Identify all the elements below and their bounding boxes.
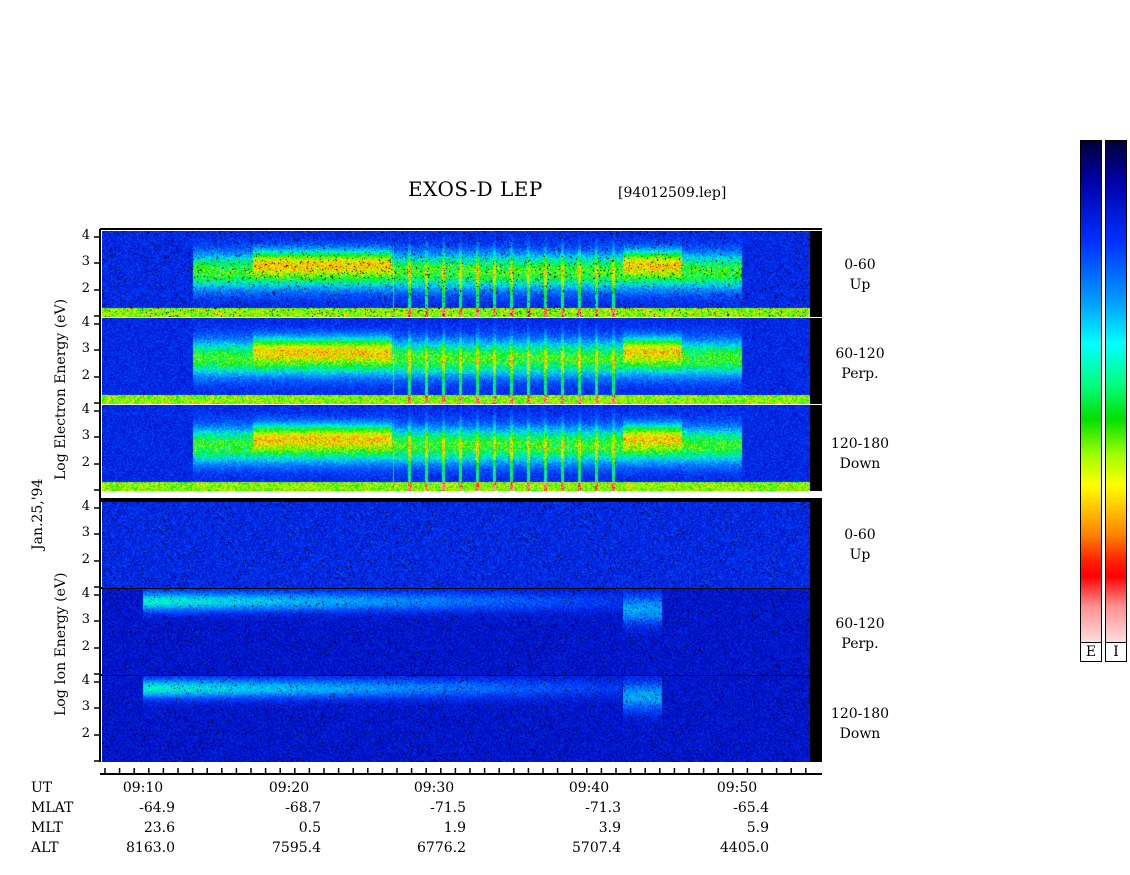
mlt-value: 5.9 bbox=[746, 820, 769, 836]
y-tick-label: 2 bbox=[81, 552, 90, 567]
pitch-angle-direction: Perp. bbox=[841, 636, 879, 652]
file-name: [94012509.lep] bbox=[618, 185, 727, 201]
y-tick-label: 4 bbox=[81, 673, 90, 688]
spectrogram-electron-perp bbox=[102, 318, 810, 404]
ut-tick-label: 09:40 bbox=[568, 780, 610, 796]
angle-label-ion-up: 0-60 Up bbox=[820, 525, 900, 565]
panel-edge-ion-perp bbox=[810, 589, 822, 675]
mlat-value: -71.5 bbox=[430, 800, 466, 816]
colorbar-ion-label: I bbox=[1105, 642, 1127, 662]
pitch-angle-range: 0-60 bbox=[844, 257, 876, 273]
pitch-angle-direction: Down bbox=[839, 726, 881, 742]
y-tick-label: 3 bbox=[81, 699, 90, 714]
y-tick-label: 4 bbox=[81, 402, 90, 417]
y-tick-label: 3 bbox=[81, 254, 90, 269]
y-tick-label: 2 bbox=[81, 281, 90, 296]
row-label-mlt: MLT bbox=[31, 820, 63, 836]
alt-value: 5707.4 bbox=[572, 840, 621, 856]
y-tick-label: 2 bbox=[81, 726, 90, 741]
pitch-angle-range: 120-180 bbox=[830, 436, 890, 452]
axis-lines bbox=[94, 228, 822, 775]
panel-edge-ion-up bbox=[810, 502, 822, 588]
alt-value: 7595.4 bbox=[272, 840, 321, 856]
pitch-angle-range: 60-120 bbox=[835, 616, 885, 632]
pitch-angle-direction: Up bbox=[849, 277, 871, 293]
colorbar-electron-label: E bbox=[1080, 642, 1102, 662]
ut-tick-label: 09:10 bbox=[122, 780, 164, 796]
pitch-angle-range: 120-180 bbox=[830, 706, 890, 722]
ut-tick-label: 09:50 bbox=[716, 780, 758, 796]
panel-edge-electron-up bbox=[810, 231, 822, 317]
y-tick-label: 3 bbox=[81, 341, 90, 356]
panel-edge-electron-perp bbox=[810, 318, 822, 404]
y-tick-label: 3 bbox=[81, 525, 90, 540]
pitch-angle-direction: Up bbox=[849, 547, 871, 563]
pitch-angle-direction: Down bbox=[839, 456, 881, 472]
row-label-alt: ALT bbox=[31, 840, 59, 856]
alt-value: 4405.0 bbox=[720, 840, 769, 856]
mlat-value: -71.3 bbox=[585, 800, 621, 816]
ut-tick-label: 09:30 bbox=[413, 780, 455, 796]
angle-label-electron-perp: 60-120 Perp. bbox=[820, 344, 900, 384]
spectrogram-ion-down bbox=[102, 676, 810, 762]
colorbar-electron bbox=[1080, 140, 1102, 648]
pitch-angle-range: 60-120 bbox=[835, 346, 885, 362]
y-tick-label: 4 bbox=[81, 499, 90, 514]
angle-label-electron-down: 120-180 Down bbox=[820, 434, 900, 474]
y-tick-label: 3 bbox=[81, 428, 90, 443]
panel-edge-electron-down bbox=[810, 405, 822, 491]
mlt-value: 3.9 bbox=[598, 820, 621, 836]
y-tick-label: 3 bbox=[81, 612, 90, 627]
y-tick-label: 2 bbox=[81, 455, 90, 470]
angle-label-electron-up: 0-60 Up bbox=[820, 255, 900, 295]
alt-value: 8163.0 bbox=[126, 840, 175, 856]
row-label-ut: UT bbox=[31, 780, 53, 796]
mlt-value: 23.6 bbox=[143, 820, 175, 836]
mlt-value: 0.5 bbox=[298, 820, 321, 836]
mlat-value: -64.9 bbox=[139, 800, 175, 816]
spectrogram-electron-up bbox=[102, 231, 810, 317]
y-tick-label: 4 bbox=[81, 228, 90, 243]
colorbar-ion bbox=[1105, 140, 1127, 648]
pitch-angle-range: 0-60 bbox=[844, 527, 876, 543]
spectrogram-electron-down bbox=[102, 405, 810, 491]
mlat-value: -65.4 bbox=[733, 800, 769, 816]
y-tick-label: 4 bbox=[81, 586, 90, 601]
ut-tick-label: 09:20 bbox=[268, 780, 310, 796]
spectrogram-ion-up bbox=[102, 502, 810, 588]
y-tick-label: 2 bbox=[81, 368, 90, 383]
row-label-mlat: MLAT bbox=[31, 800, 74, 816]
angle-label-ion-down: 120-180 Down bbox=[820, 704, 900, 744]
angle-label-ion-perp: 60-120 Perp. bbox=[820, 614, 900, 654]
y-tick-label: 2 bbox=[81, 639, 90, 654]
spectrogram-ion-perp bbox=[102, 589, 810, 675]
mlat-value: -68.7 bbox=[285, 800, 321, 816]
mlt-value: 1.9 bbox=[443, 820, 466, 836]
y-tick-label: 4 bbox=[81, 315, 90, 330]
panel-edge-ion-down bbox=[810, 676, 822, 762]
chart-title: EXOS-D LEP bbox=[408, 177, 543, 201]
pitch-angle-direction: Perp. bbox=[841, 366, 879, 382]
alt-value: 6776.2 bbox=[417, 840, 466, 856]
